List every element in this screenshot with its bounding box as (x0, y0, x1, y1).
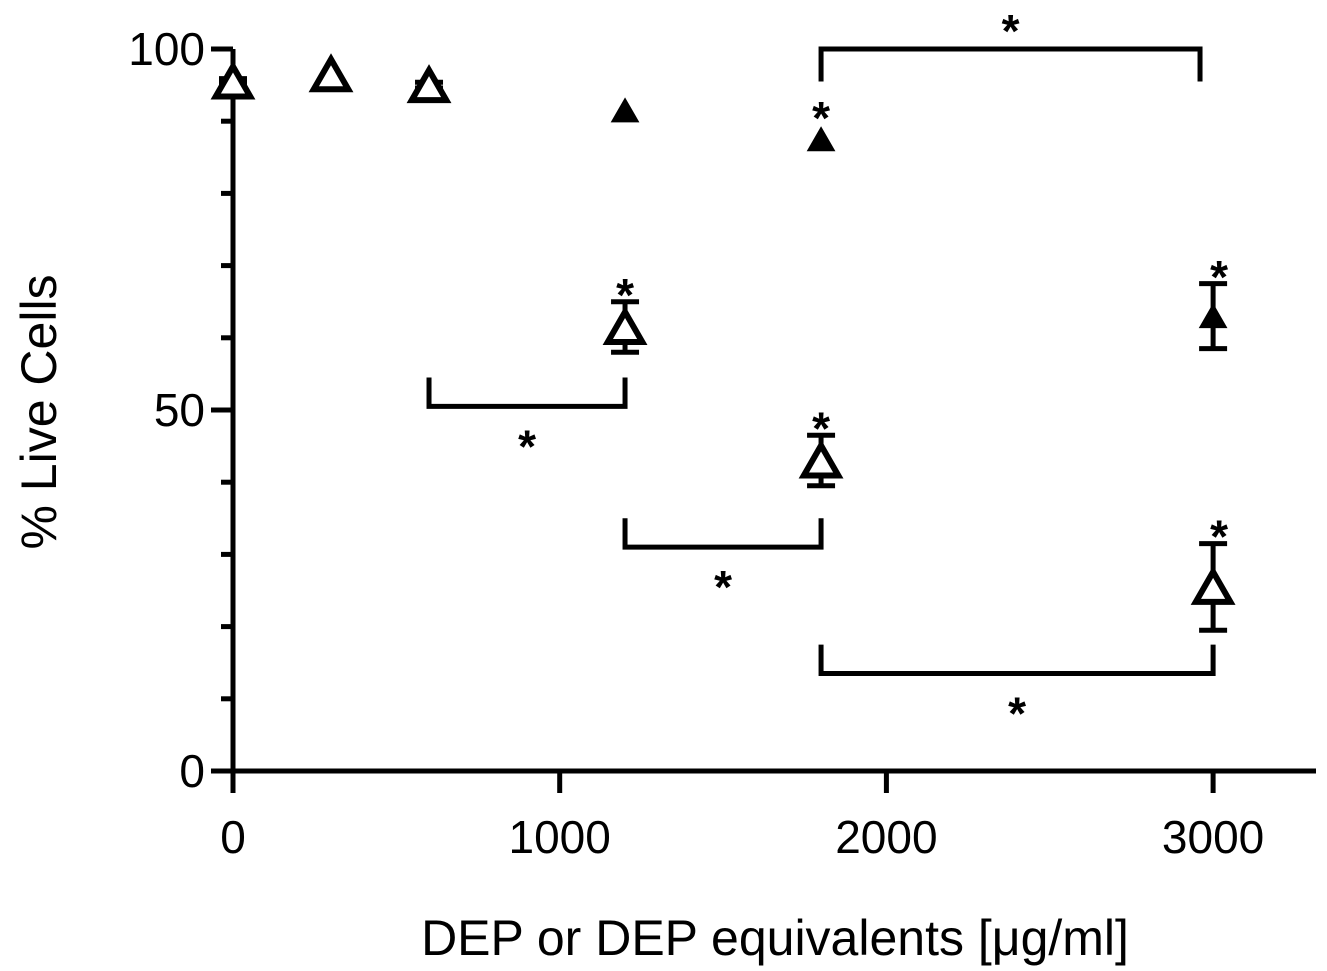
y-axis-title: % Live Cells (11, 274, 67, 549)
x-tick-label: 1000 (509, 811, 611, 863)
y-tick-label: 50 (154, 384, 205, 436)
significance-star: * (1210, 251, 1228, 303)
filled-triangle-marker (806, 126, 836, 152)
significance-bracket (622, 518, 824, 550)
significance-star: * (616, 269, 634, 321)
point-annotations: * * * * * (616, 92, 1228, 563)
open-triangle-marker (1190, 565, 1236, 605)
open-triangle-marker (210, 60, 256, 100)
significance-star: * (1002, 5, 1020, 57)
x-axis-title: DEP or DEP equivalents [μg/ml] (421, 910, 1129, 966)
x-tick-label: 3000 (1162, 811, 1264, 863)
open-triangle-marker (308, 53, 354, 93)
x-tick-label: 2000 (835, 811, 937, 863)
open-triangle-marker (406, 64, 452, 104)
significance-star: * (714, 561, 732, 613)
significance-bracket (426, 377, 628, 409)
significance-star: * (1008, 688, 1026, 740)
axes (230, 49, 1316, 774)
y-tick-label: 100 (128, 23, 205, 75)
significance-bracket (818, 46, 1203, 82)
x-tick-label: 0 (220, 811, 246, 863)
significance-star: * (1210, 511, 1228, 563)
data-points (210, 53, 1236, 605)
filled-triangle-marker (1198, 303, 1228, 329)
significance-star: * (812, 402, 830, 454)
open-triangle-marker (602, 305, 648, 345)
significance-brackets: * * * * (426, 5, 1216, 740)
significance-star: * (812, 92, 830, 144)
significance-bracket (818, 644, 1216, 677)
open-triangle-marker (798, 439, 844, 479)
filled-triangle-marker (610, 97, 640, 123)
significance-star: * (518, 420, 536, 472)
y-tick-label: 0 (179, 745, 205, 797)
